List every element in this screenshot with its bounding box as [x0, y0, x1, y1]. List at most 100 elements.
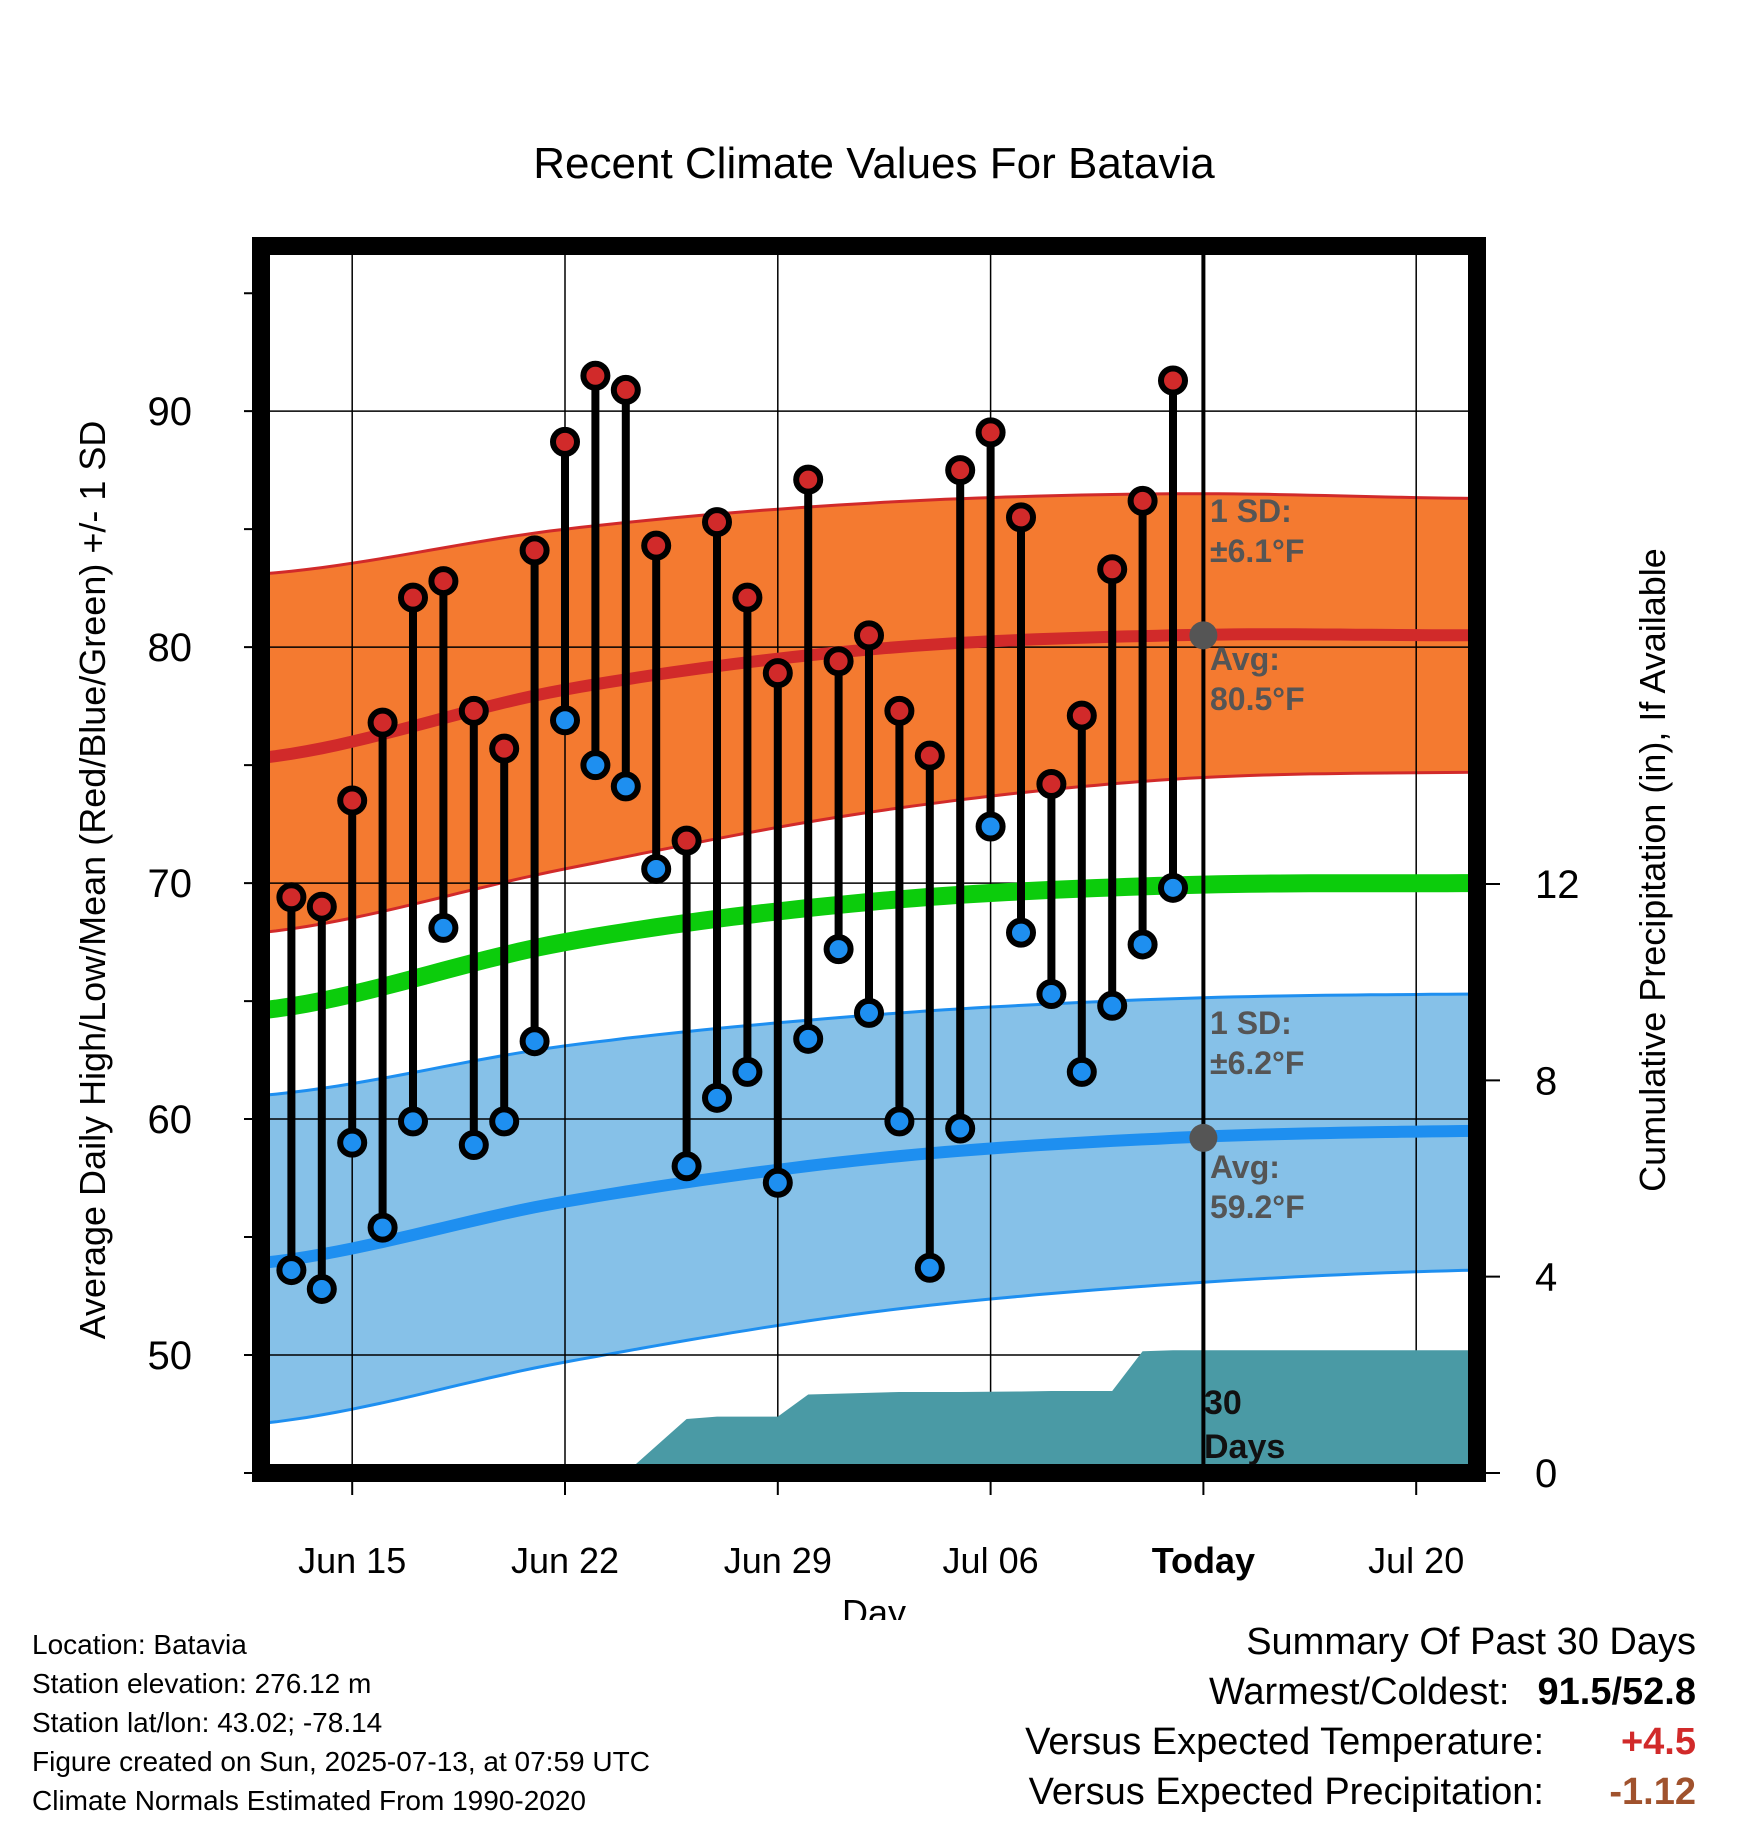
high-avg-annotation: 80.5°F	[1210, 681, 1305, 717]
today-high-avg-marker	[1189, 621, 1218, 650]
daily-high-point	[580, 360, 611, 391]
daily-low-point	[428, 912, 459, 943]
daily-low-point	[1158, 872, 1188, 903]
daily-high-point	[945, 455, 976, 486]
daily-low-point	[702, 1082, 732, 1113]
chart-title: Recent Climate Values For Batavia	[533, 139, 1215, 188]
daily-high-point	[975, 417, 1006, 448]
daily-low-point	[337, 1127, 368, 1158]
daily-high-point	[550, 426, 580, 457]
precip-area	[625, 1350, 1477, 1473]
low-sd-annotation: 1 SD:	[1210, 1005, 1292, 1041]
warmest-value: 91.5	[1537, 1671, 1612, 1713]
daily-low-point	[1006, 917, 1036, 948]
daily-low-point	[306, 1273, 337, 1304]
daily-low-point	[671, 1151, 702, 1182]
daily-high-point	[458, 695, 489, 726]
daily-low-point	[610, 771, 641, 802]
precip-anomaly-row: Versus Expected Precipitation: -1.12	[1025, 1767, 1696, 1817]
daily-high-point	[1127, 485, 1158, 516]
slash-separator: /	[1611, 1671, 1623, 1713]
high-sd-annotation: ±6.1°F	[1210, 533, 1304, 569]
warmest-coldest-label: Warmest/Coldest:	[1208, 1671, 1510, 1713]
y2-axis-label: Cumulative Precipitation (in), If Availa…	[1632, 548, 1673, 1192]
y-tick-label: 50	[148, 1334, 193, 1378]
x-axis-label: Day	[842, 1592, 906, 1620]
daily-high-point	[519, 535, 550, 566]
daily-low-point	[762, 1167, 793, 1198]
low-avg-line	[260, 1124, 1478, 1269]
daily-low-point	[1127, 929, 1158, 960]
daily-high-point	[367, 707, 398, 738]
daily-low-point	[641, 853, 672, 884]
created-text: Figure created on Sun, 2025-07-13, at 07…	[32, 1746, 650, 1777]
x-tick-label: Jun 29	[724, 1540, 832, 1581]
x-tick-label: Jul 20	[1368, 1540, 1464, 1581]
temp-anomaly-label: Versus Expected Temperature:	[1025, 1721, 1544, 1763]
daily-high-point	[306, 891, 337, 922]
daily-low-point	[1036, 978, 1067, 1009]
x-tick-label: Jul 06	[943, 1540, 1039, 1581]
daily-low-point	[276, 1255, 307, 1286]
precip-anomaly-value: -1.12	[1609, 1771, 1696, 1813]
low-sd-annotation: ±6.2°F	[1210, 1045, 1304, 1081]
daily-low-point	[580, 750, 611, 781]
daily-low-point	[489, 1106, 520, 1137]
daily-high-point	[489, 733, 520, 764]
daily-high-point	[793, 464, 824, 495]
daily-low-point	[732, 1056, 763, 1087]
coldest-value: 52.8	[1622, 1671, 1696, 1713]
elevation-text: Station elevation: 276.12 m	[32, 1668, 372, 1699]
station-metadata: Location: Batavia Station elevation: 276…	[32, 1625, 650, 1820]
y-tick-label: 70	[148, 862, 193, 906]
daily-high-point	[1158, 365, 1188, 396]
plot-frame	[252, 237, 1486, 1482]
daily-high-point	[337, 785, 368, 816]
y-axis-label: Average Daily High/Low/Mean (Red/Blue/Gr…	[72, 421, 113, 1340]
precip-days-annotation: Days	[1204, 1428, 1285, 1466]
daily-low-point	[550, 705, 580, 736]
daily-low-point	[367, 1212, 398, 1243]
daily-high-point	[762, 658, 793, 689]
daily-high-point	[702, 507, 732, 538]
axes: 50 60 70 80 90 0 4 8 12 Jun 15 Jun 22 Jun 29 Jul 06 T…	[148, 237, 1580, 1581]
low-avg-annotation: 59.2°F	[1210, 1189, 1305, 1225]
x-tick-label: Jun 22	[511, 1540, 619, 1581]
today-low-avg-marker	[1189, 1123, 1218, 1152]
precip-days-annotation: 30	[1204, 1384, 1242, 1422]
precip-anomaly-label: Versus Expected Precipitation:	[1028, 1771, 1544, 1813]
daily-low-point	[823, 934, 854, 965]
daily-high-point	[428, 566, 459, 597]
low-avg-annotation: Avg:	[1210, 1149, 1280, 1185]
daily-high-point	[732, 582, 763, 613]
daily-high-point	[610, 374, 641, 405]
summary-panel: Summary Of Past 30 Days Warmest/Coldest:…	[1025, 1617, 1696, 1817]
daily-high-point	[823, 646, 854, 677]
daily-high-point	[1006, 502, 1036, 533]
daily-low-point	[914, 1252, 945, 1283]
warmest-coldest-value: 91.5/52.8	[1538, 1667, 1697, 1717]
climate-chart: Recent Climate Values For Batavia 1 SD: ±…	[72, 139, 1673, 1620]
y2-tick-label: 8	[1535, 1059, 1557, 1103]
y-tick-label: 90	[148, 390, 193, 434]
y2-tick-label: 12	[1535, 863, 1580, 907]
y-tick-label: 60	[148, 1098, 193, 1142]
y-tick-label: 80	[148, 626, 193, 670]
daily-high-point	[854, 620, 884, 651]
temp-anomaly-row: Versus Expected Temperature: +4.5	[1025, 1717, 1696, 1767]
daily-high-point	[884, 695, 915, 726]
daily-high-point	[671, 825, 702, 856]
daily-high-point	[914, 740, 945, 771]
temp-anomaly-value: +4.5	[1620, 1721, 1696, 1763]
daily-high-point	[276, 882, 307, 913]
x-tick-label: Jun 15	[298, 1540, 406, 1581]
high-sd-annotation: 1 SD:	[1210, 493, 1292, 529]
daily-low-point	[945, 1113, 976, 1144]
daily-low-point	[884, 1106, 915, 1137]
daily-high-point	[641, 530, 672, 561]
daily-high-point	[1097, 554, 1128, 585]
daily-low-point	[519, 1026, 550, 1057]
normals-text: Climate Normals Estimated From 1990-2020	[32, 1785, 586, 1816]
warmest-coldest-row: Warmest/Coldest: 91.5/52.8	[1025, 1667, 1696, 1717]
y2-tick-label: 0	[1535, 1452, 1557, 1496]
